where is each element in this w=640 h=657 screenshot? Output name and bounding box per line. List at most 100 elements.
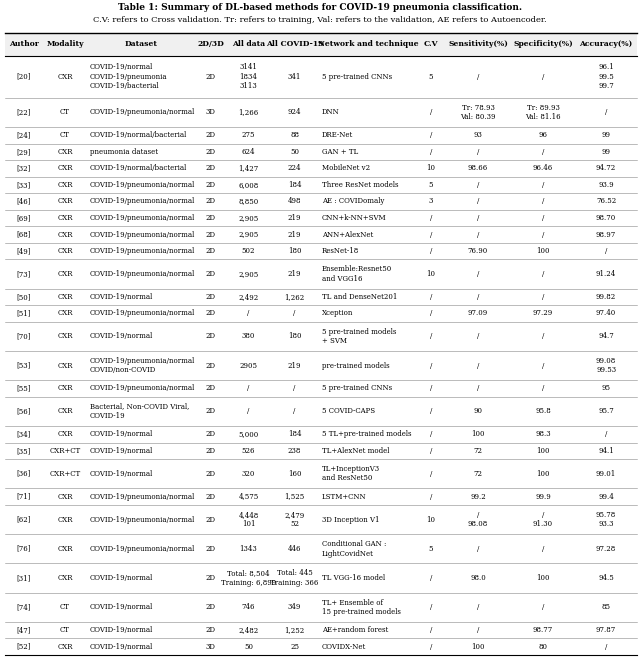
Text: /: / bbox=[430, 332, 432, 340]
Bar bbox=[5, 622, 637, 639]
Text: CXR: CXR bbox=[58, 384, 73, 392]
Text: 97.09: 97.09 bbox=[468, 309, 488, 317]
Text: /: / bbox=[605, 430, 607, 438]
Text: CXR+CT: CXR+CT bbox=[49, 447, 81, 455]
Text: DNN: DNN bbox=[322, 108, 339, 116]
Text: [32]: [32] bbox=[17, 164, 31, 172]
Text: 6,008: 6,008 bbox=[238, 181, 259, 189]
Text: 10: 10 bbox=[426, 164, 436, 172]
Text: /: / bbox=[430, 447, 432, 455]
Text: Specificity(%): Specificity(%) bbox=[513, 40, 573, 49]
Text: /: / bbox=[430, 430, 432, 438]
Text: 219: 219 bbox=[288, 231, 301, 238]
Text: ANN+AlexNet: ANN+AlexNet bbox=[322, 231, 373, 238]
Text: 3141
1834
3113: 3141 1834 3113 bbox=[239, 63, 257, 90]
Text: COVID-19/pneumonia/normal: COVID-19/pneumonia/normal bbox=[90, 270, 195, 278]
Bar bbox=[5, 288, 637, 305]
Text: 2D: 2D bbox=[205, 148, 216, 156]
Text: 76.52: 76.52 bbox=[596, 198, 616, 206]
Text: 100: 100 bbox=[536, 574, 550, 582]
Text: 924: 924 bbox=[288, 108, 301, 116]
Text: /: / bbox=[293, 309, 296, 317]
Text: 99.82: 99.82 bbox=[596, 293, 616, 301]
Text: CXR: CXR bbox=[58, 231, 73, 238]
Text: 97.28: 97.28 bbox=[596, 545, 616, 553]
Text: 99.9: 99.9 bbox=[535, 493, 551, 501]
Text: 2D: 2D bbox=[205, 198, 216, 206]
Text: Sensitivity(%): Sensitivity(%) bbox=[448, 40, 508, 49]
Text: 2D: 2D bbox=[205, 131, 216, 139]
Text: [49]: [49] bbox=[17, 247, 31, 255]
Text: CNN+k-NN+SVM: CNN+k-NN+SVM bbox=[322, 214, 387, 222]
Text: 219: 219 bbox=[288, 214, 301, 222]
Text: COVID-19/normal: COVID-19/normal bbox=[90, 574, 153, 582]
Text: 2D: 2D bbox=[205, 73, 216, 81]
Text: 97.29: 97.29 bbox=[533, 309, 553, 317]
Text: COVID-19/pneumonia/normal: COVID-19/pneumonia/normal bbox=[90, 516, 195, 524]
Text: CXR: CXR bbox=[58, 198, 73, 206]
Text: /: / bbox=[477, 293, 479, 301]
Text: 275: 275 bbox=[242, 131, 255, 139]
Text: /: / bbox=[542, 332, 544, 340]
Text: 1343: 1343 bbox=[239, 545, 257, 553]
Bar bbox=[5, 56, 637, 98]
Text: 5 TL+pre-trained models: 5 TL+pre-trained models bbox=[322, 430, 411, 438]
Bar bbox=[5, 593, 637, 622]
Text: Table 1: Summary of DL-based methods for COVID-19 pneumonia classification.: Table 1: Summary of DL-based methods for… bbox=[118, 3, 522, 12]
Text: 98.97: 98.97 bbox=[596, 231, 616, 238]
Text: 2D: 2D bbox=[205, 470, 216, 478]
Text: /: / bbox=[542, 545, 544, 553]
Text: /: / bbox=[430, 361, 432, 370]
Text: 4,575: 4,575 bbox=[238, 493, 259, 501]
Text: 5: 5 bbox=[429, 73, 433, 81]
Text: CXR: CXR bbox=[58, 148, 73, 156]
Text: /: / bbox=[430, 148, 432, 156]
Text: COVID-19/pneumonia/normal: COVID-19/pneumonia/normal bbox=[90, 384, 195, 392]
Bar bbox=[5, 564, 637, 593]
Text: [76]: [76] bbox=[17, 545, 31, 553]
Text: /: / bbox=[605, 247, 607, 255]
Text: COVIDX-Net: COVIDX-Net bbox=[322, 643, 366, 651]
Text: Xception: Xception bbox=[322, 309, 353, 317]
Text: 94.72: 94.72 bbox=[596, 164, 616, 172]
Text: 5 pre-trained models
+ SVM: 5 pre-trained models + SVM bbox=[322, 328, 396, 345]
Bar bbox=[5, 98, 637, 127]
Text: [35]: [35] bbox=[17, 447, 31, 455]
Text: 2,905: 2,905 bbox=[238, 270, 259, 278]
Text: 160: 160 bbox=[288, 470, 301, 478]
Text: 95.8: 95.8 bbox=[535, 407, 551, 415]
Text: 1,262: 1,262 bbox=[285, 293, 305, 301]
Text: 96.1
99.5
99.7: 96.1 99.5 99.7 bbox=[598, 63, 614, 90]
Text: 99: 99 bbox=[602, 131, 611, 139]
Text: 238: 238 bbox=[288, 447, 301, 455]
Text: [71]: [71] bbox=[17, 493, 31, 501]
Text: 2,905: 2,905 bbox=[238, 231, 259, 238]
Text: 320: 320 bbox=[242, 470, 255, 478]
Text: COVID-19/normal/bacterial: COVID-19/normal/bacterial bbox=[90, 164, 187, 172]
Text: 5 COVID-CAPS: 5 COVID-CAPS bbox=[322, 407, 375, 415]
Text: COVID-19/pneumonia/normal: COVID-19/pneumonia/normal bbox=[90, 198, 195, 206]
Text: 80: 80 bbox=[538, 643, 547, 651]
Text: /: / bbox=[430, 231, 432, 238]
Text: 100: 100 bbox=[536, 470, 550, 478]
Text: /: / bbox=[430, 247, 432, 255]
Text: COVID-19/pneumonia/normal: COVID-19/pneumonia/normal bbox=[90, 493, 195, 501]
Text: 219: 219 bbox=[288, 361, 301, 370]
Text: /: / bbox=[542, 293, 544, 301]
Text: pre-trained models: pre-trained models bbox=[322, 361, 389, 370]
Text: 96.46: 96.46 bbox=[533, 164, 553, 172]
Text: [22]: [22] bbox=[17, 108, 31, 116]
Text: /: / bbox=[430, 293, 432, 301]
Text: CXR: CXR bbox=[58, 293, 73, 301]
Text: 2905: 2905 bbox=[239, 361, 257, 370]
Text: All COVID-19: All COVID-19 bbox=[266, 40, 323, 49]
Text: CXR: CXR bbox=[58, 430, 73, 438]
Text: 2D: 2D bbox=[205, 626, 216, 634]
Text: CT: CT bbox=[60, 108, 70, 116]
Text: [70]: [70] bbox=[17, 332, 31, 340]
Text: TL+InceptionV3
and ResNet50: TL+InceptionV3 and ResNet50 bbox=[322, 465, 380, 482]
Text: 95.78
93.3: 95.78 93.3 bbox=[596, 510, 616, 528]
Text: 72: 72 bbox=[474, 470, 483, 478]
Text: /
91.30: / 91.30 bbox=[533, 510, 553, 528]
Text: /: / bbox=[477, 73, 479, 81]
